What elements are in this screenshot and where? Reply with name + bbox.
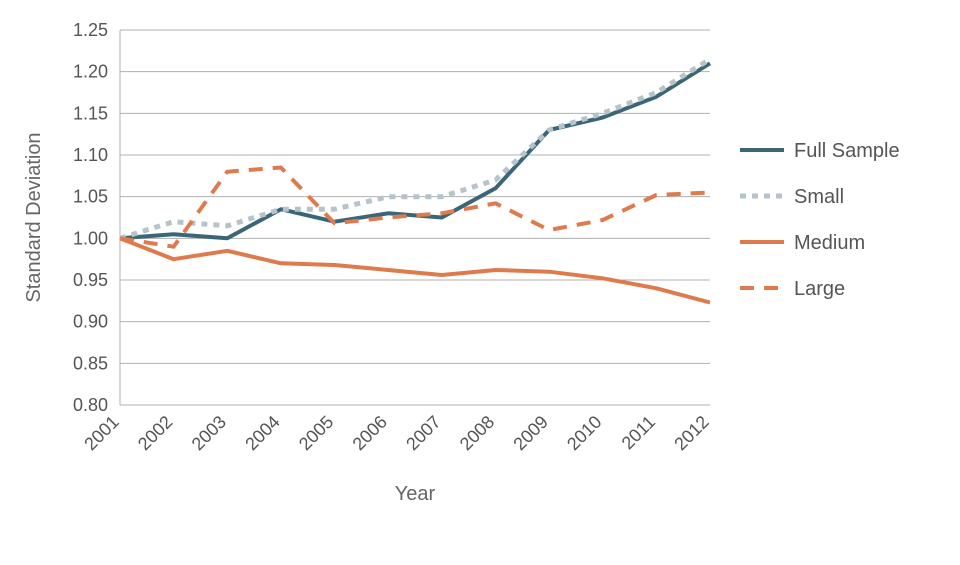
- x-tick-label: 2009: [509, 412, 551, 454]
- x-tick-label: 2007: [402, 412, 444, 454]
- x-tick-label: 2012: [670, 412, 712, 454]
- series-line: [120, 238, 710, 302]
- x-tick-label: 2001: [80, 412, 122, 454]
- y-tick-label: 0.80: [73, 395, 108, 415]
- x-tick-label: 2003: [188, 412, 230, 454]
- y-tick-label: 0.85: [73, 353, 108, 373]
- x-tick-label: 2006: [349, 412, 391, 454]
- x-tick-label: 2011: [618, 412, 660, 454]
- chart-svg: 0.80 0.85 0.90 0.95 1.00 1.05 1.10 1.15 1.20 1.25…: [0, 0, 960, 565]
- x-axis-label: Year: [395, 483, 436, 505]
- legend-label: Small: [794, 186, 844, 208]
- y-tick-label: 1.05: [73, 187, 108, 207]
- x-tick-label: 2008: [456, 412, 498, 454]
- legend-label: Medium: [794, 232, 865, 254]
- legend-label: Full Sample: [794, 140, 900, 162]
- y-tick-label: 1.25: [73, 20, 108, 40]
- series-line: [120, 63, 710, 238]
- y-axis-label: Standard Deviation: [23, 132, 45, 302]
- legend-label: Large: [794, 278, 845, 300]
- x-tick-label: 2002: [134, 412, 176, 454]
- line-chart: 0.80 0.85 0.90 0.95 1.00 1.05 1.10 1.15 1.20 1.25…: [0, 0, 960, 565]
- y-tick-label: 1.15: [73, 103, 108, 123]
- series-line: [120, 59, 710, 238]
- y-tick-label: 1.20: [73, 62, 108, 82]
- y-tick-label: 1.10: [73, 145, 108, 165]
- x-tick-label: 2005: [295, 412, 337, 454]
- series-line: [120, 168, 710, 247]
- x-tick-label: 2004: [241, 412, 283, 454]
- y-tick-label: 1.00: [73, 228, 108, 248]
- x-tick-label: 2010: [563, 412, 605, 454]
- y-tick-label: 0.95: [73, 270, 108, 290]
- y-tick-label: 0.90: [73, 312, 108, 332]
